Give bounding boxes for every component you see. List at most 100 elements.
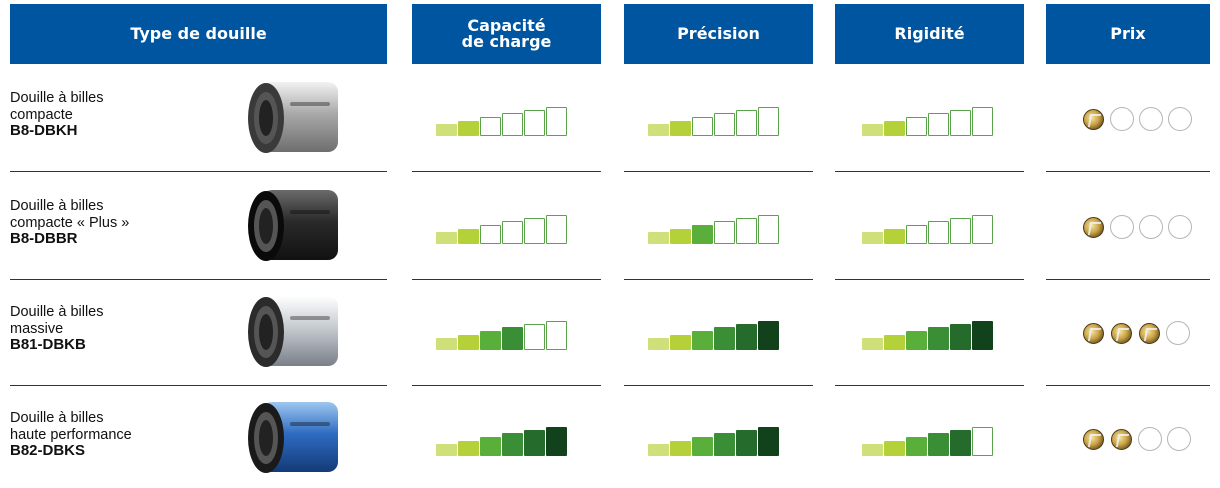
coin-icon — [1083, 322, 1104, 344]
product-description: Douille à billes massive — [10, 304, 104, 337]
rating-bar — [546, 215, 567, 244]
rating-bar — [758, 107, 779, 136]
rating-bar — [480, 437, 501, 456]
rating-bar — [436, 444, 457, 456]
price-rating — [1082, 107, 1197, 131]
header-capacity: Capacité de charge — [412, 4, 601, 64]
product-description: Douille à billes haute performance — [10, 410, 132, 443]
rating-bar — [906, 117, 927, 136]
rating-bar — [714, 433, 735, 456]
rating-bar — [884, 441, 905, 456]
coin-icon — [1083, 108, 1104, 130]
rating-bar — [502, 433, 523, 456]
capacity-rating — [436, 422, 568, 456]
row-divider — [10, 171, 387, 172]
rating-bar — [884, 335, 905, 350]
rating-bar — [758, 321, 779, 350]
rating-bar — [928, 327, 949, 350]
row-divider — [624, 171, 813, 172]
rating-bar — [692, 117, 713, 136]
empty-coin-icon — [1166, 321, 1190, 345]
product-code: B81-DBKB — [10, 336, 86, 353]
rating-bar — [458, 229, 479, 244]
price-rating — [1082, 427, 1196, 451]
rating-bar — [928, 221, 949, 244]
rating-bar — [736, 110, 757, 136]
rating-bar — [502, 113, 523, 136]
rigidity-rating — [862, 102, 994, 136]
rating-bar — [692, 437, 713, 456]
rating-bar — [862, 232, 883, 244]
rating-bar — [692, 331, 713, 350]
product-description: Douille à billes compacte — [10, 90, 104, 123]
precision-rating — [648, 210, 780, 244]
row-divider — [624, 279, 813, 280]
rating-bar — [524, 110, 545, 136]
rigidity-rating — [862, 210, 994, 244]
rating-bar — [458, 335, 479, 350]
empty-coin-icon — [1138, 427, 1162, 451]
rating-bar — [670, 335, 691, 350]
row-divider — [835, 171, 1024, 172]
rating-bar — [480, 225, 501, 244]
rating-bar — [648, 338, 669, 350]
rating-bar — [862, 444, 883, 456]
precision-rating — [648, 422, 780, 456]
bushing-blue-icon — [248, 402, 338, 473]
rating-bar — [648, 124, 669, 136]
row-divider — [1046, 385, 1210, 386]
rating-bar — [458, 121, 479, 136]
product-description: Douille à billes compacte « Plus » — [10, 198, 130, 231]
empty-coin-icon — [1110, 215, 1134, 239]
header-rigidity: Rigidité — [835, 4, 1024, 64]
rating-bar — [458, 441, 479, 456]
rating-bar — [714, 221, 735, 244]
row-divider — [412, 279, 601, 280]
rating-bar — [714, 113, 735, 136]
rating-bar — [758, 215, 779, 244]
rating-bar — [950, 430, 971, 456]
product-name: Douille à billes haute performance B82-DB… — [10, 410, 132, 460]
rating-bar — [884, 229, 905, 244]
header-price: Prix — [1046, 4, 1210, 64]
rating-bar — [670, 441, 691, 456]
empty-coin-icon — [1139, 215, 1163, 239]
price-rating — [1082, 215, 1197, 239]
coin-icon — [1083, 216, 1104, 238]
empty-coin-icon — [1167, 427, 1191, 451]
row-divider — [412, 171, 601, 172]
rating-bar — [950, 218, 971, 244]
bushing-black-icon — [248, 190, 338, 261]
rating-bar — [972, 321, 993, 350]
rating-bar — [884, 121, 905, 136]
row-divider — [10, 385, 387, 386]
rating-bar — [862, 124, 883, 136]
precision-rating — [648, 316, 780, 350]
rating-bar — [736, 218, 757, 244]
capacity-rating — [436, 210, 568, 244]
coin-icon — [1139, 322, 1160, 344]
rating-bar — [524, 430, 545, 456]
coin-icon — [1111, 322, 1132, 344]
bushing-steel-icon — [248, 296, 338, 367]
price-rating — [1082, 321, 1195, 345]
empty-coin-icon — [1168, 215, 1192, 239]
product-code: B8-DBKH — [10, 122, 78, 139]
coin-icon — [1083, 428, 1104, 450]
rating-bar — [502, 327, 523, 350]
row-divider — [412, 385, 601, 386]
coin-icon — [1111, 428, 1132, 450]
rating-bar — [928, 113, 949, 136]
precision-rating — [648, 102, 780, 136]
rating-bar — [480, 117, 501, 136]
row-divider — [835, 279, 1024, 280]
capacity-rating — [436, 316, 568, 350]
rating-bar — [648, 232, 669, 244]
rating-bar — [436, 232, 457, 244]
row-divider — [1046, 279, 1210, 280]
capacity-rating — [436, 102, 568, 136]
rating-bar — [692, 225, 713, 244]
rating-bar — [950, 324, 971, 350]
rigidity-rating — [862, 422, 994, 456]
rating-bar — [906, 331, 927, 350]
